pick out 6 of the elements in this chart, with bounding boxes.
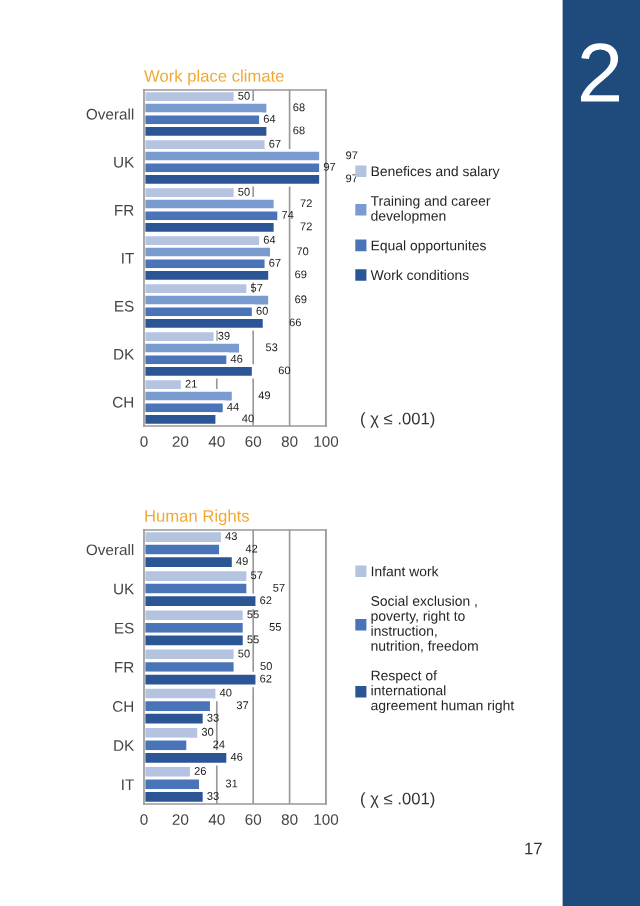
chart-title: Work place climate [144, 69, 284, 86]
text: 2 [581, 43, 619, 102]
chart-title: Human Rights [145, 509, 249, 526]
text: ( χ ≤ .001) [361, 792, 435, 808]
text: 17 [525, 842, 542, 855]
text: ( χ ≤ .001) [361, 412, 435, 428]
